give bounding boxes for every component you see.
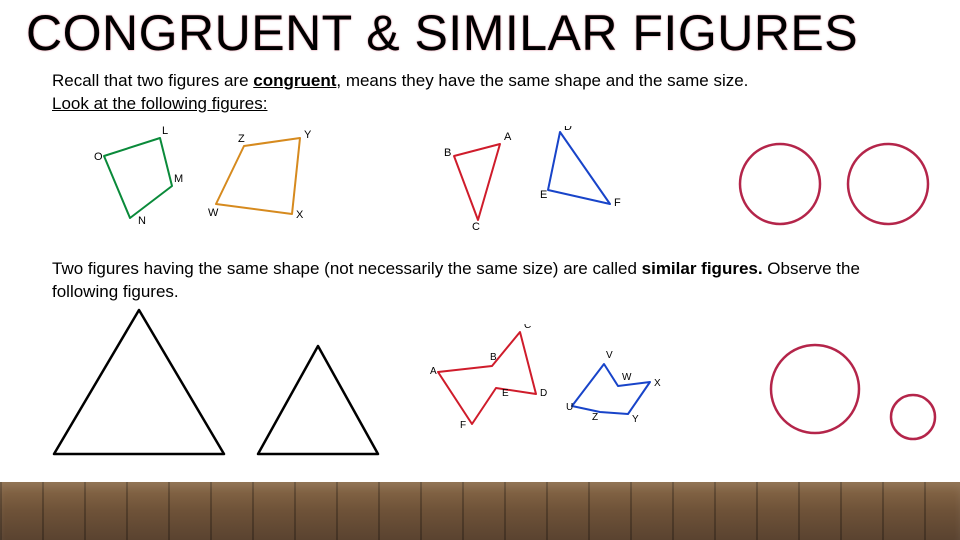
text-bold: congruent [253,71,336,90]
svg-text:W: W [208,207,219,219]
figures-similar-row: A B C D E F U VW X Y Z [0,304,960,474]
svg-text:C: C [524,324,531,331]
figures-congruent-row: O L M N W Z Y X B A C D F E [0,120,960,250]
svg-text:U: U [566,402,573,413]
paragraph-similar: Two figures having the same shape (not n… [0,258,960,304]
quad-green: O L M N [90,126,200,236]
svg-text:D: D [540,388,547,399]
svg-text:F: F [614,197,621,209]
triangle-red: B A C [440,126,550,238]
svg-text:X: X [296,209,304,221]
svg-text:M: M [174,173,183,185]
svg-text:A: A [430,366,437,377]
svg-text:E: E [540,189,547,201]
star-blue: U VW X Y Z [560,332,670,442]
paragraph-congruent: Recall that two figures are congruent, m… [0,70,960,116]
circle-similar-small [878,382,948,452]
svg-text:Z: Z [238,133,245,145]
svg-text:C: C [472,221,480,233]
svg-text:D: D [564,126,572,133]
triangle-blue: D F E [540,126,650,238]
svg-text:Y: Y [304,129,312,141]
text: , means they have the same shape and the… [336,71,748,90]
triangle-small-black [248,304,398,474]
svg-text:O: O [94,151,103,163]
circle-congruent-1 [730,134,830,234]
page-title: CONGRUENT & SIMILAR FIGURES [0,0,960,62]
circle-congruent-2 [838,134,938,234]
circle-similar-big [760,334,870,444]
triangle-big-black [44,304,244,474]
svg-text:F: F [460,420,466,431]
svg-text:X: X [654,378,661,389]
text-bold: similar figures. [642,259,763,278]
star-red: A B C D E F [430,324,560,444]
svg-text:B: B [444,147,451,159]
svg-text:V: V [606,350,613,361]
svg-text:Y: Y [632,414,639,425]
svg-text:E: E [502,388,509,399]
svg-text:Z: Z [592,412,598,423]
svg-text:L: L [162,126,168,137]
wood-floor-background [0,482,960,540]
svg-text:N: N [138,215,146,227]
quad-orange: W Z Y X [204,126,324,236]
svg-text:W: W [622,372,632,383]
svg-text:B: B [490,352,497,363]
text: Two figures having the same shape (not n… [52,259,642,278]
text-underline: Look at the following figures: [52,94,267,113]
text: Recall that two figures are [52,71,253,90]
svg-text:A: A [504,131,512,143]
